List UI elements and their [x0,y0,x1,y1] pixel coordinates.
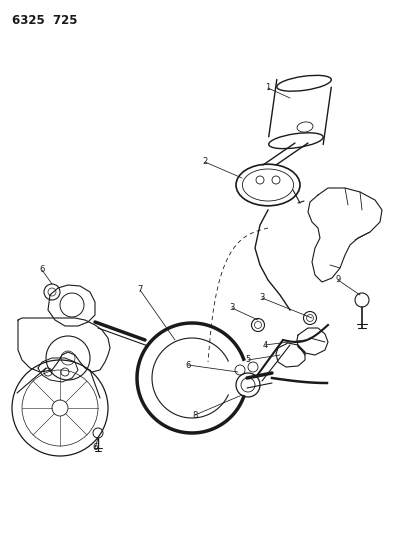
Text: 4: 4 [262,341,268,350]
Text: 6: 6 [92,443,98,453]
Text: 8: 8 [192,410,198,419]
Text: 7: 7 [137,286,143,295]
Text: 9: 9 [335,276,341,285]
Text: 3: 3 [229,303,235,312]
Text: 6: 6 [185,360,191,369]
Text: 3: 3 [259,294,265,303]
Text: 2: 2 [202,157,208,166]
Text: 6325  725: 6325 725 [12,14,78,27]
Text: 1: 1 [265,84,271,93]
Text: 6: 6 [39,265,45,274]
Text: 5: 5 [245,356,251,365]
